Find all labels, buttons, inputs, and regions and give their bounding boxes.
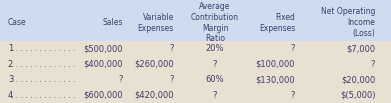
Text: Average
Contribution
Margin
Ratio: Average Contribution Margin Ratio — [191, 2, 239, 43]
Text: $7,000: $7,000 — [346, 44, 375, 53]
Text: ?: ? — [213, 91, 217, 100]
Text: 2: 2 — [8, 60, 13, 69]
Text: $20,000: $20,000 — [341, 75, 375, 84]
Text: ?: ? — [169, 75, 174, 84]
Bar — [0, 0, 391, 41]
Text: $400,000: $400,000 — [84, 60, 123, 69]
Text: 1: 1 — [8, 44, 13, 53]
Text: $600,000: $600,000 — [84, 91, 123, 100]
Text: $260,000: $260,000 — [135, 60, 174, 69]
Text: ?: ? — [291, 91, 295, 100]
Text: $100,000: $100,000 — [256, 60, 295, 69]
Text: . . . . . . . . . . . . . .: . . . . . . . . . . . . . . — [11, 75, 75, 84]
Text: $130,000: $130,000 — [256, 75, 295, 84]
Text: ?: ? — [371, 60, 375, 69]
Text: ?: ? — [213, 60, 217, 69]
Text: ?: ? — [291, 44, 295, 53]
Text: 3: 3 — [8, 75, 13, 84]
Text: ?: ? — [118, 75, 123, 84]
Text: Variable
Expenses: Variable Expenses — [138, 13, 174, 33]
Text: . . . . . . . . . . . . . .: . . . . . . . . . . . . . . — [11, 60, 75, 69]
Text: $420,000: $420,000 — [135, 91, 174, 100]
Text: $(5,000): $(5,000) — [340, 91, 375, 100]
Text: Fixed
Expenses: Fixed Expenses — [259, 13, 295, 33]
Text: $500,000: $500,000 — [84, 44, 123, 53]
Text: Net Operating
Income
(Loss): Net Operating Income (Loss) — [321, 7, 375, 38]
Text: 60%: 60% — [206, 75, 224, 84]
Text: 20%: 20% — [206, 44, 224, 53]
Text: 4: 4 — [8, 91, 13, 100]
Text: . . . . . . . . . . . . . .: . . . . . . . . . . . . . . — [11, 91, 75, 100]
Text: ?: ? — [169, 44, 174, 53]
Text: Case: Case — [8, 18, 27, 27]
Text: Sales: Sales — [103, 18, 123, 27]
Text: . . . . . . . . . . . . . .: . . . . . . . . . . . . . . — [11, 44, 75, 53]
